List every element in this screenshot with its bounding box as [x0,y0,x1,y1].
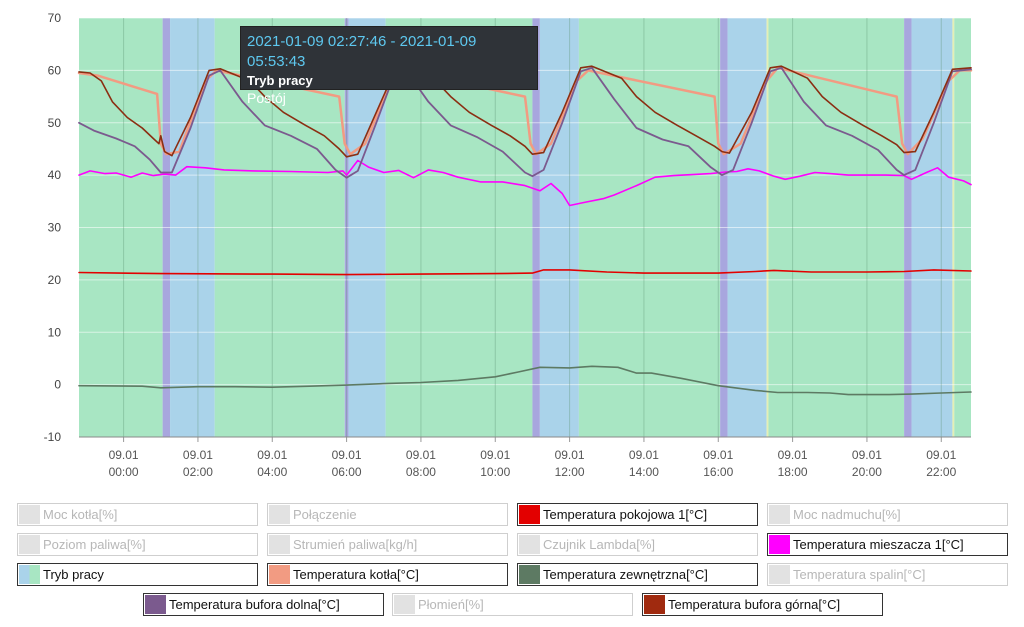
legend-item[interactable]: Tryb pracy [17,563,258,586]
legend-item[interactable]: Temperatura bufora dolna[°C] [143,593,384,616]
x-tick-time: 00:00 [109,465,139,479]
legend-item[interactable]: Poziom paliwa[%] [17,533,258,556]
legend-label: Płomień[%] [418,597,484,612]
legend-swatch [519,535,540,554]
y-tick-label: 0 [54,378,61,392]
legend-swatch [519,505,540,524]
x-tick-date: 09.01 [109,448,139,462]
legend-label: Moc kotła[%] [43,507,118,522]
x-tick-date: 09.01 [926,448,956,462]
series-lines [77,65,973,396]
x-tick-time: 02:00 [183,465,213,479]
legend-item[interactable]: Temperatura kotła[°C] [267,563,508,586]
legend-label: Moc nadmuchu[%] [793,507,901,522]
y-tick-label: 10 [48,325,62,339]
legend-swatch [269,535,290,554]
legend-item[interactable]: Temperatura mieszacza 1[°C] [767,533,1008,556]
legend-swatch [769,505,790,524]
series-line[interactable] [78,66,972,179]
x-tick-date: 09.01 [257,448,287,462]
x-tick-time: 22:00 [926,465,956,479]
legend-swatch [519,565,540,584]
legend-swatch [19,535,40,554]
legend-label: Czujnik Lambda[%] [543,537,655,552]
x-tick-date: 09.01 [629,448,659,462]
x-tick-date: 09.01 [555,448,585,462]
legend-item[interactable]: Płomień[%] [392,593,633,616]
x-tick-time: 08:00 [406,465,436,479]
legend-swatch [769,565,790,584]
legend-label: Temperatura bufora dolna[°C] [169,597,340,612]
legend-label: Temperatura pokojowa 1[°C] [543,507,708,522]
series-line[interactable] [78,365,972,396]
legend-item[interactable]: Połączenie [267,503,508,526]
series-line[interactable] [78,65,972,158]
x-tick-time: 20:00 [852,465,882,479]
legend-swatch [269,565,290,584]
legend-swatch [269,505,290,524]
x-tick-date: 09.01 [406,448,436,462]
legend-item[interactable]: Temperatura bufora górna[°C] [642,593,883,616]
legend-swatch [19,565,40,584]
tooltip-value: Postój [247,90,286,106]
x-tick-date: 09.01 [703,448,733,462]
legend-label: Tryb pracy [43,567,104,582]
grid-lines [79,17,971,438]
legend-item[interactable]: Temperatura pokojowa 1[°C] [517,503,758,526]
legend-swatch [145,595,166,614]
y-tick-label: 50 [48,116,62,130]
tooltip-range: 2021-01-09 02:27:46 - 2021-01-09 05:53:4… [247,33,477,70]
legend-item[interactable]: Strumień paliwa[kg/h] [267,533,508,556]
series-line[interactable] [78,269,972,276]
legend-label: Temperatura kotła[°C] [293,567,419,582]
x-tick-date: 09.01 [183,448,213,462]
x-tick-time: 18:00 [778,465,808,479]
legend-item[interactable]: Temperatura spalin[°C] [767,563,1008,586]
x-tick-date: 09.01 [852,448,882,462]
x-tick-time: 16:00 [703,465,733,479]
y-tick-label: 60 [48,63,62,77]
legend-label: Poziom paliwa[%] [43,537,146,552]
y-tick-label: 40 [48,168,62,182]
legend-label: Strumień paliwa[kg/h] [293,537,418,552]
legend-label: Połączenie [293,507,357,522]
legend-label: Temperatura mieszacza 1[°C] [793,537,964,552]
legend-label: Temperatura spalin[°C] [793,567,926,582]
x-tick-time: 06:00 [332,465,362,479]
x-tick-time: 14:00 [629,465,659,479]
y-tick-label: 20 [48,273,62,287]
legend-swatch [769,535,790,554]
y-tick-label: -10 [44,430,62,444]
legend-label: Temperatura zewnętrzna[°C] [543,567,708,582]
legend-label: Temperatura bufora górna[°C] [668,597,841,612]
legend-item[interactable]: Temperatura zewnętrzna[°C] [517,563,758,586]
tooltip-title: Tryb pracy [247,73,313,88]
legend-swatch [19,505,40,524]
legend-item[interactable]: Moc kotła[%] [17,503,258,526]
legend-item[interactable]: Moc nadmuchu[%] [767,503,1008,526]
tooltip: 2021-01-09 02:27:46 - 2021-01-09 05:53:4… [240,26,538,106]
legend-swatch [644,595,665,614]
x-tick-date: 09.01 [332,448,362,462]
x-tick-date: 09.01 [778,448,808,462]
y-tick-label: 70 [48,11,62,25]
x-tick-time: 10:00 [480,465,510,479]
series-line[interactable] [78,159,972,207]
legend-swatch [394,595,415,614]
legend-item[interactable]: Czujnik Lambda[%] [517,533,758,556]
x-tick-time: 12:00 [555,465,585,479]
x-tick-date: 09.01 [480,448,510,462]
axes: 70 60 50 40 30 20 10 0 -10 09.01 00:00 09.01 02:00 09… [44,11,971,479]
y-tick-label: 30 [48,221,62,235]
x-tick-time: 04:00 [257,465,287,479]
